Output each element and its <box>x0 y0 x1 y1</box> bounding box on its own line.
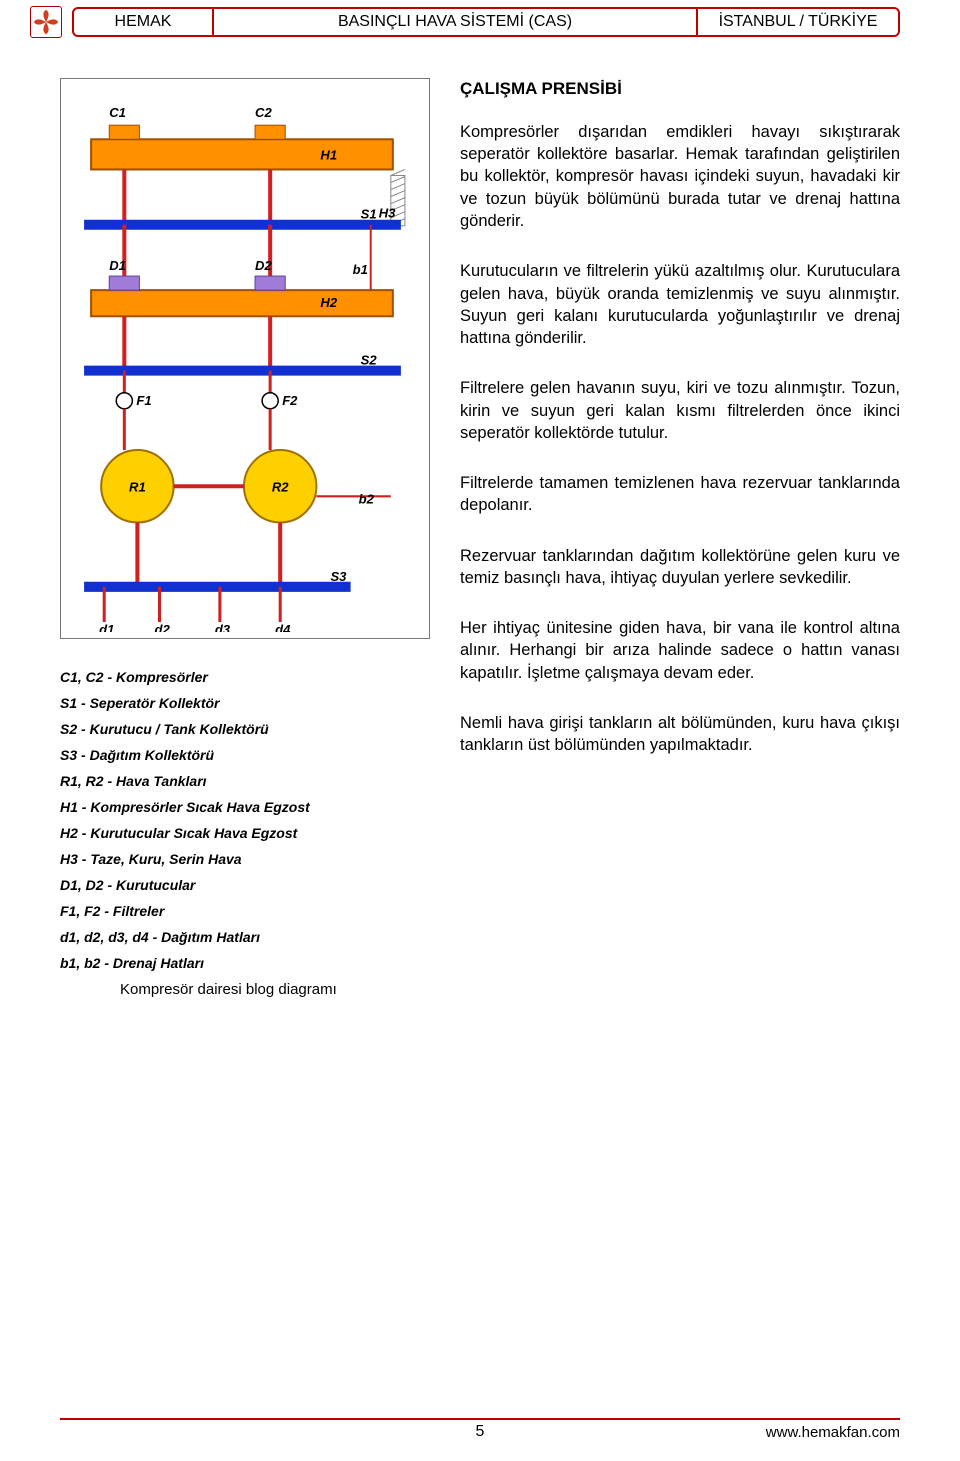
svg-text:d3: d3 <box>215 622 231 632</box>
article-paragraph: Nemli hava girişi tankların alt bölümünd… <box>460 712 900 757</box>
system-diagram: H1 C1 C2 S1H3 H2 D1 D2 b1 S2 F1 F2 R1 R2 b2 S3 d1 d2 d3 d4 <box>60 78 430 639</box>
svg-text:F1: F1 <box>136 393 151 408</box>
svg-text:D2: D2 <box>255 258 272 273</box>
diagram-caption: Kompresör dairesi blog diagramı <box>120 981 430 998</box>
legend-entry: F1, F2 - Filtreler <box>60 903 430 919</box>
page-header: HEMAK BASINÇLI HAVA SİSTEMİ (CAS) İSTANB… <box>0 0 960 38</box>
page-number: 5 <box>476 1423 485 1440</box>
header-title-bar: HEMAK BASINÇLI HAVA SİSTEMİ (CAS) İSTANB… <box>72 7 900 37</box>
logo-icon <box>30 6 62 38</box>
legend-entry: b1, b2 - Drenaj Hatları <box>60 955 430 971</box>
svg-text:d1: d1 <box>99 622 114 632</box>
svg-text:H3: H3 <box>379 206 396 221</box>
footer-url: www.hemakfan.com <box>766 1424 900 1441</box>
diagram-legend: C1, C2 - Kompresörler S1 - Seperatör Koll… <box>60 669 430 971</box>
article-body: ÇALIŞMA PRENSİBİ Kompresörler dışarıdan … <box>460 78 900 998</box>
legend-entry: S2 - Kurutucu / Tank Kollektörü <box>60 721 430 737</box>
article-paragraph: Rezervuar tanklarından dağıtım kollektör… <box>460 545 900 590</box>
header-company: HEMAK <box>74 9 214 35</box>
svg-text:S2: S2 <box>361 353 378 368</box>
article-paragraph: Filtrelerde tamamen temizlenen hava reze… <box>460 472 900 517</box>
svg-text:F2: F2 <box>282 393 298 408</box>
legend-entry: C1, C2 - Kompresörler <box>60 669 430 685</box>
header-location: İSTANBUL / TÜRKİYE <box>698 9 898 35</box>
svg-text:d2: d2 <box>154 622 170 632</box>
legend-entry: H3 - Taze, Kuru, Serin Hava <box>60 851 430 867</box>
svg-text:D1: D1 <box>109 258 126 273</box>
svg-text:S1: S1 <box>361 207 377 222</box>
svg-text:H1: H1 <box>320 147 337 162</box>
svg-text:S3: S3 <box>330 569 347 584</box>
legend-entry: H2 - Kurutucular Sıcak Hava Egzost <box>60 825 430 841</box>
article-heading: ÇALIŞMA PRENSİBİ <box>460 78 900 101</box>
article-paragraph: Kurutucuların ve filtrelerin yükü azaltı… <box>460 260 900 349</box>
article-paragraph: Kompresörler dışarıdan emdikleri havayı … <box>460 121 900 232</box>
svg-text:C1: C1 <box>109 105 126 120</box>
svg-text:d4: d4 <box>275 622 291 632</box>
svg-text:C2: C2 <box>255 105 272 120</box>
legend-entry: D1, D2 - Kurutucular <box>60 877 430 893</box>
legend-entry: d1, d2, d3, d4 - Dağıtım Hatları <box>60 929 430 945</box>
svg-text:b2: b2 <box>359 491 375 506</box>
legend-entry: R1, R2 - Hava Tankları <box>60 773 430 789</box>
legend-entry: H1 - Kompresörler Sıcak Hava Egzost <box>60 799 430 815</box>
svg-text:H2: H2 <box>320 295 337 310</box>
header-title: BASINÇLI HAVA SİSTEMİ (CAS) <box>214 9 698 35</box>
legend-entry: S3 - Dağıtım Kollektörü <box>60 747 430 763</box>
legend-entry: S1 - Seperatör Kollektör <box>60 695 430 711</box>
svg-text:R1: R1 <box>129 479 146 494</box>
page-footer: www.hemakfan.com 5 <box>60 1418 900 1441</box>
svg-text:R2: R2 <box>272 479 289 494</box>
article-paragraph: Her ihtiyaç ünitesine giden hava, bir va… <box>460 617 900 684</box>
svg-text:b1: b1 <box>353 262 368 277</box>
article-paragraph: Filtrelere gelen havanın suyu, kiri ve t… <box>460 377 900 444</box>
